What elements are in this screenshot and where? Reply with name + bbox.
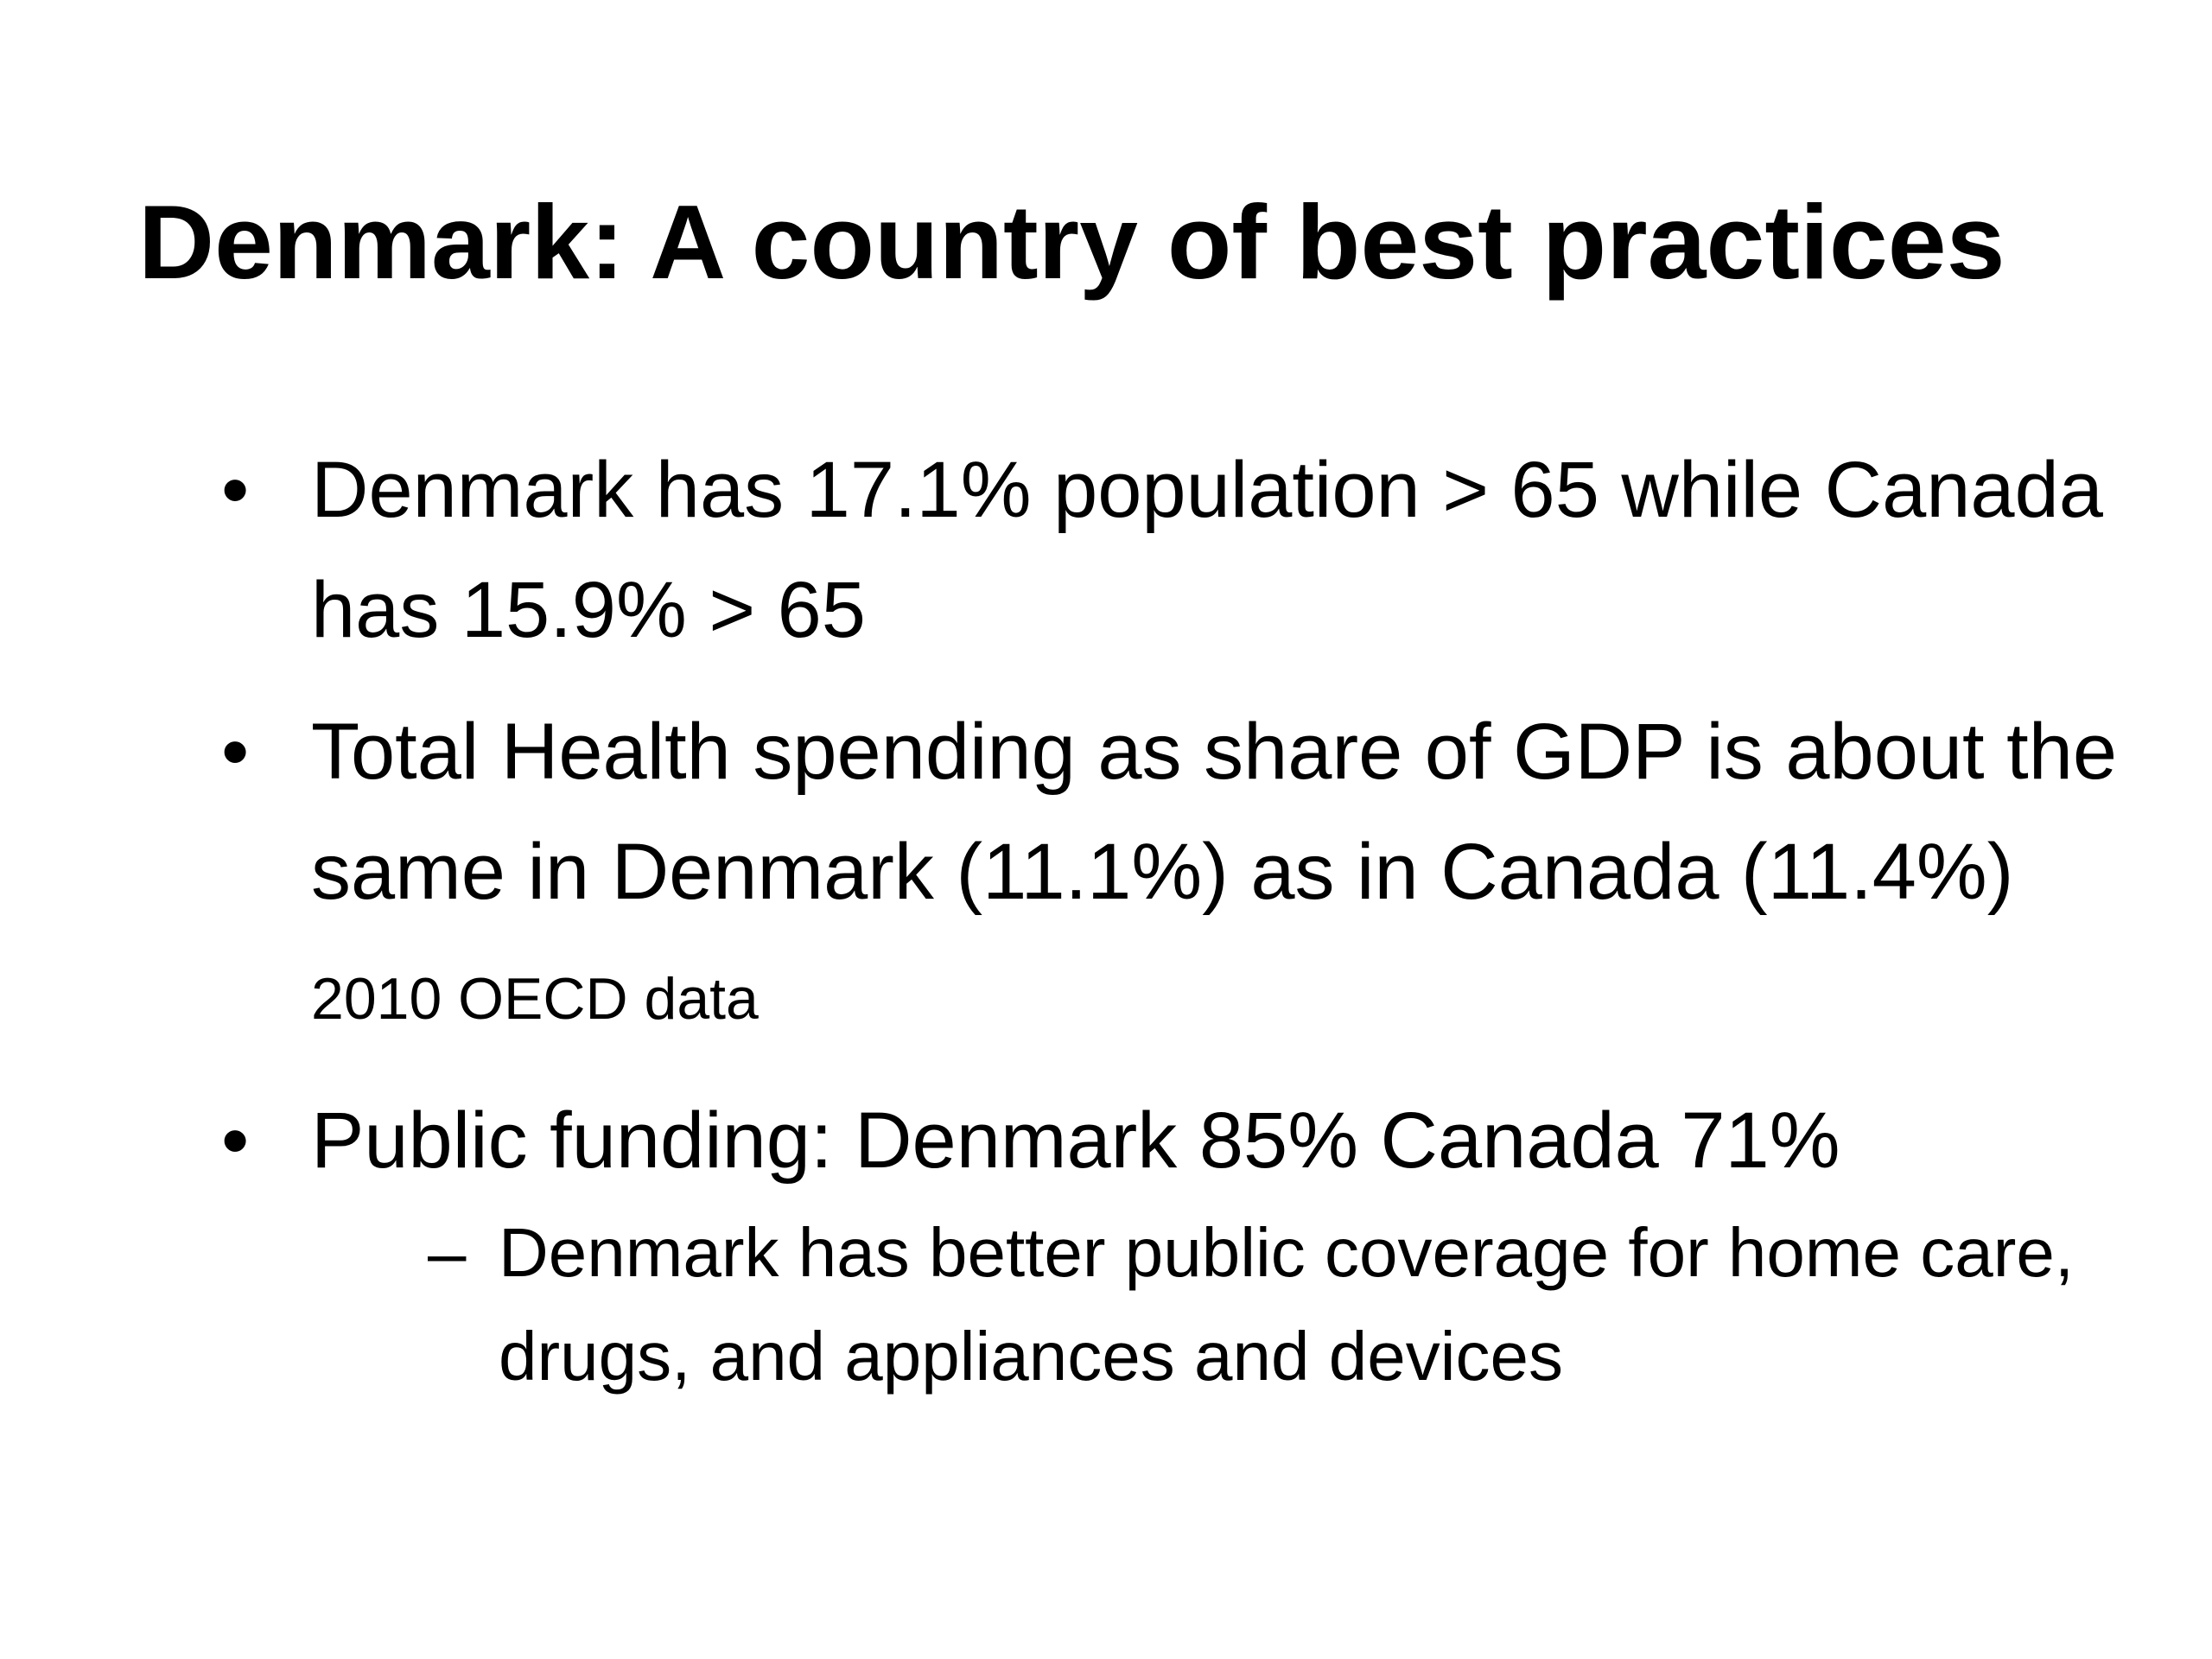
- bullet-item: • Total Health spending as share of GDP …: [221, 692, 2131, 1059]
- sub-bullet-text: Denmark has better public coverage for h…: [499, 1214, 2075, 1395]
- bullet-text: Denmark has 17.1% population > 65 while …: [311, 446, 2103, 654]
- bullet-list: • Denmark has 17.1% population > 65 whil…: [221, 430, 2131, 1430]
- bullet-item: • Public funding: Denmark 85% Canada 71%…: [221, 1081, 2131, 1408]
- bullet-item: • Denmark has 17.1% population > 65 whil…: [221, 430, 2131, 671]
- sub-bullet-item: – Denmark has better public coverage for…: [311, 1201, 2131, 1408]
- bullet-text: Public funding: Denmark 85% Canada 71%: [311, 1096, 1840, 1185]
- sub-bullet-marker: –: [428, 1214, 467, 1291]
- bullet-marker: •: [221, 1096, 250, 1185]
- bullet-marker: •: [221, 708, 250, 796]
- source-note: 2010 OECD data: [311, 966, 759, 1032]
- bullet-marker: •: [221, 446, 250, 534]
- bullet-text: Total Health spending as share of GDP is…: [311, 708, 2118, 916]
- slide-title: Denmark: A country of best practices: [138, 183, 2005, 301]
